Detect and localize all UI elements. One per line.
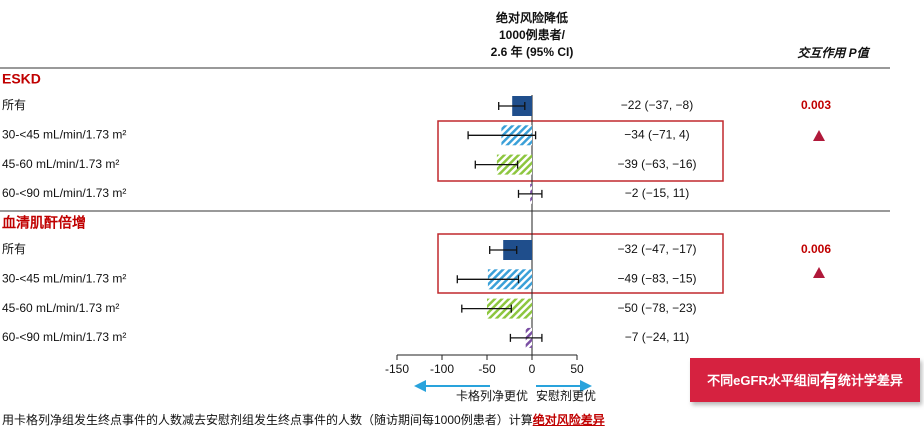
footnote-emphasis: 绝对风险差异 (533, 412, 605, 426)
annotation-part: 统计学差异 (838, 373, 903, 388)
column-title: 绝对风险降低 (496, 10, 568, 25)
x-tick-label: 0 (529, 362, 536, 376)
footnote: 用卡格列净组发生终点事件的人数减去安慰剂组发生终点事件的人数（随访期间每1000… (2, 412, 605, 426)
value-label: −34 (−71, 4) (624, 127, 689, 141)
x-tick-label: -50 (478, 362, 496, 376)
favors-right: 安慰剂更优 (536, 388, 596, 403)
value-label: −7 (−24, 11) (625, 330, 690, 344)
annotation-part: 不同eGFR水平组间 (707, 373, 820, 388)
row-label: 30-<45 mL/min/1.73 m² (2, 271, 126, 285)
value-label: −2 (−15, 11) (625, 186, 690, 200)
row-label: 所有 (2, 98, 26, 112)
group-title: ESKD (2, 71, 41, 87)
annotation-box (690, 358, 920, 402)
error-bar (461, 304, 512, 313)
column-title: 1000例患者/ (499, 27, 566, 42)
error-bar (456, 275, 520, 284)
row-label: 所有 (2, 242, 26, 256)
row-label: 45-60 mL/min/1.73 m² (2, 157, 119, 171)
highlight-box (437, 233, 724, 294)
error-bar (467, 131, 537, 140)
value-label: −49 (−83, −15) (617, 271, 696, 285)
row-label: 60-<90 mL/min/1.73 m² (2, 330, 126, 344)
group-title: 血清肌酐倍增 (2, 215, 86, 231)
annotation-part: 有 (820, 370, 838, 391)
error-bar (489, 246, 518, 254)
highlight-box (437, 120, 724, 182)
row-label: 30-<45 mL/min/1.73 m² (2, 127, 126, 141)
x-tick-label: -100 (430, 362, 454, 376)
favors-left: 卡格列净更优 (456, 388, 528, 403)
p-value: 0.006 (801, 242, 831, 256)
p-value: 0.003 (801, 98, 831, 112)
triangle-icon (813, 130, 825, 141)
value-label: −32 (−47, −17) (617, 242, 696, 256)
row-label: 60-<90 mL/min/1.73 m² (2, 186, 126, 200)
value-label: −39 (−63, −16) (617, 157, 696, 171)
error-bar (517, 189, 543, 198)
value-label: −22 (−37, −8) (621, 98, 693, 112)
footnote-text: 用卡格列净组发生终点事件的人数减去安慰剂组发生终点事件的人数（随访期间每1000… (2, 412, 533, 426)
x-tick-label: 50 (570, 362, 584, 376)
row-label: 45-60 mL/min/1.73 m² (2, 301, 119, 315)
triangle-icon (813, 267, 825, 278)
error-bar (509, 333, 543, 342)
annotation: 不同eGFR水平组间有统计学差异 (707, 370, 903, 391)
p-header: 交互作用 P值 (797, 46, 870, 60)
error-bar (474, 160, 519, 169)
bar (503, 240, 532, 260)
error-bar (498, 102, 526, 110)
x-tick-label: -150 (385, 362, 409, 376)
column-title: 2.6 年 (95% CI) (491, 44, 574, 59)
value-label: −50 (−78, −23) (617, 301, 696, 315)
